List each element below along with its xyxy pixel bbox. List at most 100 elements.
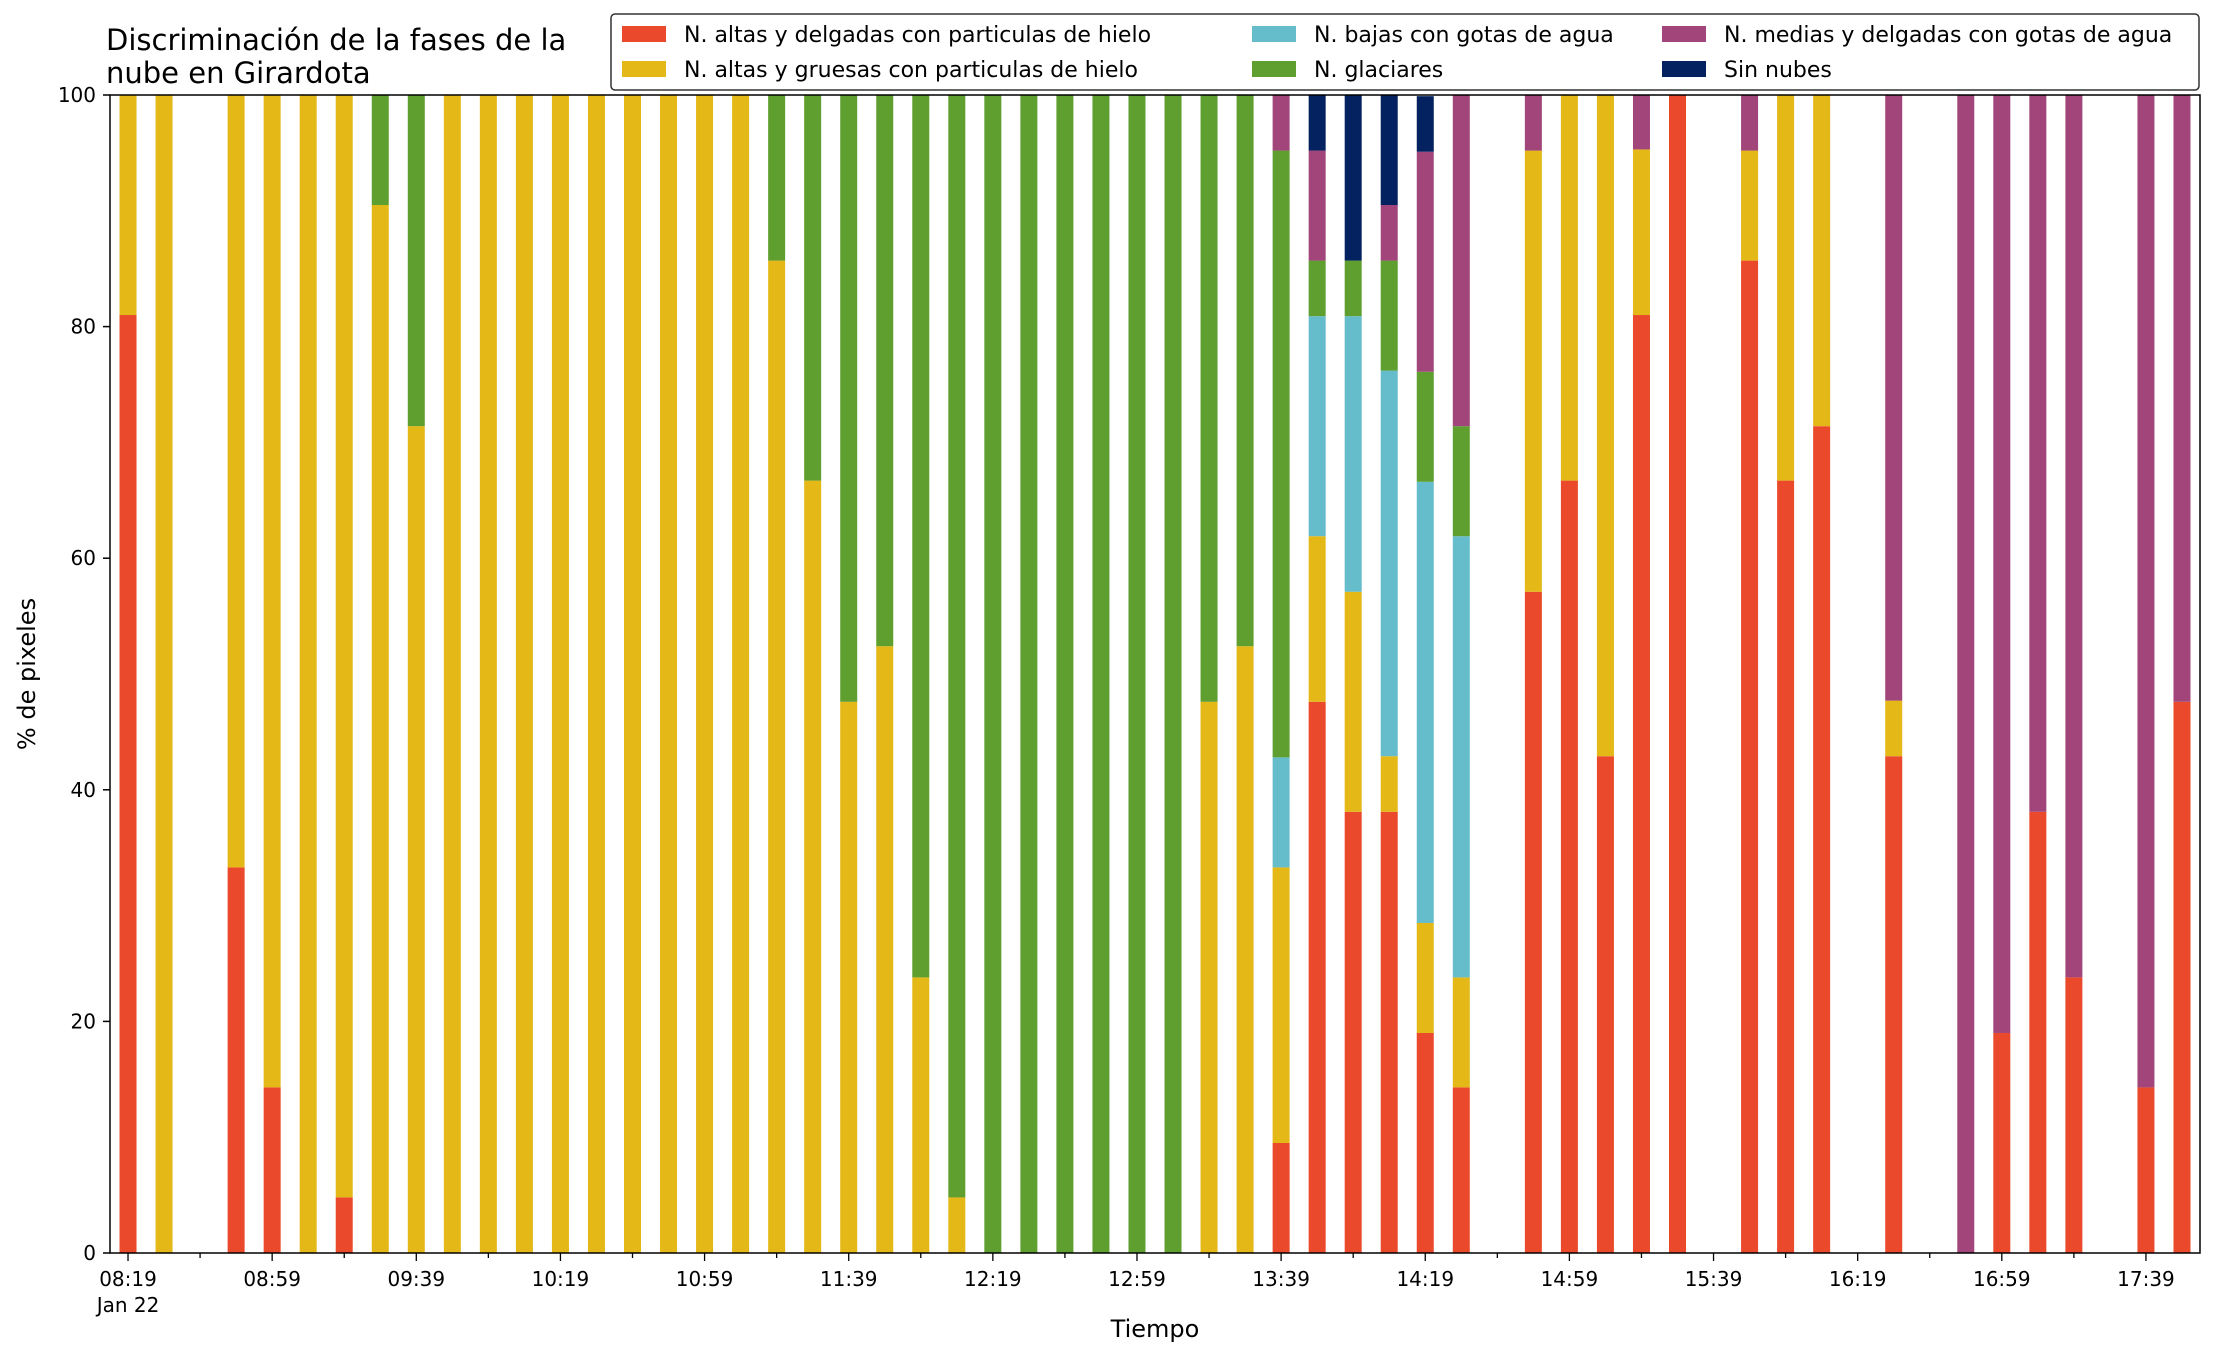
x-tick-label: 14:59 bbox=[1541, 1267, 1599, 1291]
y-tick-label: 60 bbox=[71, 546, 96, 570]
bar-segment bbox=[1308, 536, 1326, 702]
bar-segment bbox=[1993, 95, 2011, 1033]
bar-segment bbox=[1236, 646, 1254, 1253]
bar-segment bbox=[804, 480, 822, 1253]
bar-segment bbox=[1308, 701, 1326, 1253]
bar-segment bbox=[407, 95, 425, 427]
bar-segment bbox=[371, 95, 389, 206]
bar-segment bbox=[1885, 756, 1903, 1253]
bar-segment bbox=[1308, 150, 1326, 261]
bar-segment bbox=[1957, 95, 1975, 1253]
y-tick-label: 20 bbox=[71, 1009, 96, 1033]
bar-segment bbox=[2065, 977, 2083, 1253]
bar-segment bbox=[1308, 95, 1326, 151]
y-tick-label: 40 bbox=[71, 778, 96, 802]
bar-segment bbox=[1380, 756, 1398, 812]
y-tick-label: 100 bbox=[58, 83, 96, 107]
legend-swatch bbox=[1662, 61, 1706, 77]
bar-segment bbox=[1344, 591, 1362, 812]
x-tick-label: 15:39 bbox=[1685, 1267, 1743, 1291]
x-axis-label: Tiempo bbox=[1110, 1315, 1200, 1343]
bar-segment bbox=[1200, 95, 1218, 702]
bar-segment bbox=[1993, 1032, 2011, 1253]
legend-label: N. altas y gruesas con particulas de hie… bbox=[684, 58, 1138, 83]
bar-segment bbox=[371, 205, 389, 1253]
bar-segment bbox=[2173, 95, 2191, 702]
legend-swatch bbox=[1662, 26, 1706, 42]
x-tick-date-label: Jan 22 bbox=[95, 1293, 160, 1317]
bar-segment bbox=[1777, 480, 1795, 1253]
bar-segment bbox=[1020, 95, 1038, 1253]
bar-segment bbox=[768, 260, 786, 1254]
bar-segment bbox=[660, 95, 678, 1253]
bar-segment bbox=[1524, 591, 1542, 1253]
x-tick-label: 14:19 bbox=[1396, 1267, 1454, 1291]
bar-segment bbox=[1524, 150, 1542, 592]
legend-frame bbox=[610, 13, 2200, 91]
bar-segment bbox=[1092, 95, 1110, 1253]
bar-segment bbox=[2137, 95, 2155, 1088]
legend-swatch bbox=[1252, 26, 1296, 42]
chart-title-line: nube en Girardota bbox=[106, 56, 371, 90]
y-axis: 0 20 40 60 80 100 bbox=[58, 83, 110, 1265]
bar-segment bbox=[155, 95, 173, 1253]
bar-segment bbox=[1200, 701, 1218, 1253]
bar-segment bbox=[335, 95, 353, 1198]
legend-swatch bbox=[622, 61, 666, 77]
x-tick-label: 12:59 bbox=[1108, 1267, 1166, 1291]
legend-label: N. bajas con gotas de agua bbox=[1314, 23, 1614, 48]
x-tick-label: 11:39 bbox=[820, 1267, 878, 1291]
y-tick-label: 80 bbox=[71, 315, 96, 339]
bar-segment bbox=[1380, 95, 1398, 206]
bar-segment bbox=[1416, 96, 1434, 152]
bar-segment bbox=[1741, 95, 1759, 151]
bar-segment bbox=[840, 95, 858, 702]
bar-segment bbox=[2029, 95, 2047, 812]
bar-segment bbox=[1056, 95, 1074, 1253]
legend-label: Sin nubes bbox=[1724, 58, 1832, 83]
bar-segment bbox=[1416, 1032, 1434, 1253]
bar-segment bbox=[912, 977, 930, 1253]
legend-label: N. medias y delgadas con gotas de agua bbox=[1724, 23, 2172, 48]
bar-segment bbox=[2029, 811, 2047, 1253]
bar-segment bbox=[912, 95, 930, 978]
bar-segment bbox=[1596, 95, 1614, 757]
x-tick-label: 08:59 bbox=[243, 1267, 301, 1291]
bar-segment bbox=[1164, 95, 1182, 1253]
legend-label: N. glaciares bbox=[1314, 58, 1443, 83]
bar-segment bbox=[1308, 260, 1326, 317]
x-tick-label: 10:59 bbox=[676, 1267, 734, 1291]
bar-segment bbox=[768, 95, 786, 261]
bar-segment bbox=[1272, 95, 1290, 151]
bar-segment bbox=[1380, 811, 1398, 1253]
bar-segment bbox=[1452, 977, 1470, 1088]
bar-segment bbox=[1885, 700, 1903, 757]
y-tick-label: 0 bbox=[83, 1241, 96, 1265]
bar-segment bbox=[1344, 95, 1362, 261]
bar-segment bbox=[876, 646, 894, 1253]
bar-segment bbox=[2173, 701, 2191, 1253]
bar-segment bbox=[263, 1087, 281, 1253]
x-tick-label: 13:39 bbox=[1252, 1267, 1310, 1291]
bar-segment bbox=[1272, 1142, 1290, 1253]
bar-segment bbox=[1344, 811, 1362, 1253]
bar-segment bbox=[840, 701, 858, 1253]
bar-segment bbox=[984, 95, 1002, 1253]
x-tick-label: 09:39 bbox=[387, 1267, 445, 1291]
x-tick-label: 16:19 bbox=[1829, 1267, 1887, 1291]
bar-segment bbox=[587, 95, 605, 1253]
legend-label: N. altas y delgadas con particulas de hi… bbox=[684, 23, 1151, 48]
bar-segment bbox=[948, 95, 966, 1198]
bar-segment bbox=[1416, 922, 1434, 1033]
bar-segment bbox=[876, 95, 894, 647]
bar-segment bbox=[624, 95, 641, 1253]
bar-segment bbox=[1416, 151, 1434, 372]
bar-segment bbox=[443, 95, 461, 1253]
x-tick-label: 17:39 bbox=[2117, 1267, 2175, 1291]
bar-segment bbox=[1236, 95, 1254, 647]
bar-segment bbox=[1308, 316, 1326, 537]
bar-segment bbox=[1560, 480, 1578, 1253]
bar-segment bbox=[1632, 149, 1650, 316]
